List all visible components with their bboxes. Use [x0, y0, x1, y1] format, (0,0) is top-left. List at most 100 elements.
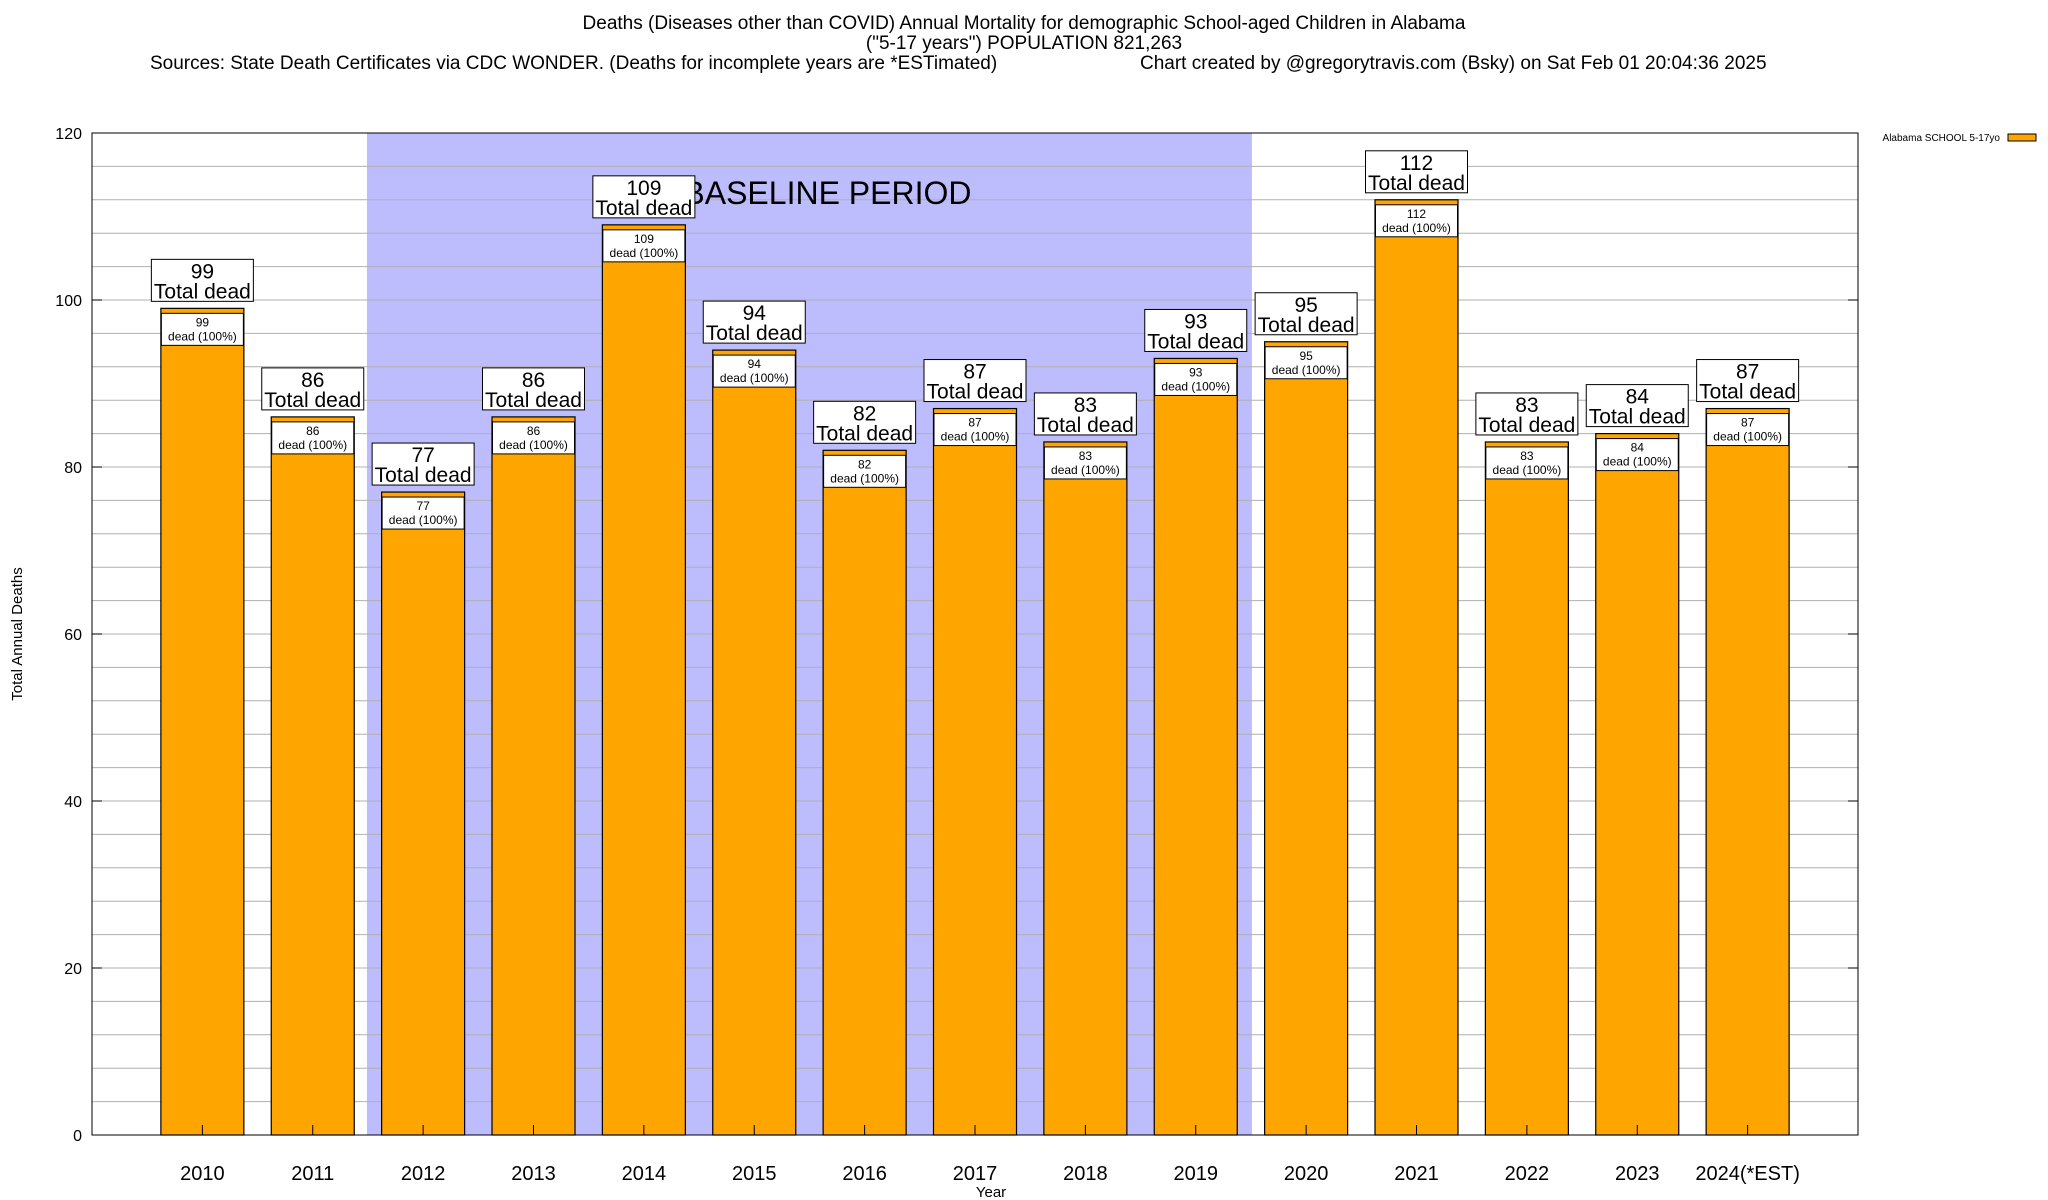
bar — [1153, 357, 1238, 1136]
bar-top-label-box — [1365, 150, 1468, 194]
bar-inner-label: dead (100%) — [1272, 363, 1341, 377]
y-tick-label: 40 — [64, 794, 82, 811]
bar-inner-label-box — [1264, 346, 1348, 380]
bar-inner-label: dead (100%) — [1713, 430, 1782, 444]
bar-top-label-box — [592, 175, 696, 219]
bar — [1374, 199, 1459, 1136]
bar-top-value: 77 — [411, 444, 434, 467]
bar-top-value: 83 — [1074, 394, 1097, 417]
bar-top-label-box — [482, 367, 585, 411]
bar-inner-value: 86 — [527, 424, 541, 438]
bar — [160, 307, 245, 1136]
bar — [491, 416, 576, 1136]
bar-top-label-box — [1254, 292, 1358, 336]
bar-inner-value: 112 — [1407, 207, 1426, 221]
bar — [1043, 441, 1128, 1136]
x-axis-label: Year — [976, 1184, 1006, 1200]
bar-inner-label-box — [823, 454, 907, 488]
bar-top-value: 86 — [522, 369, 545, 392]
bar-top-value: 83 — [1515, 394, 1538, 417]
bar — [1484, 441, 1569, 1136]
bar-inner-value: 99 — [196, 315, 210, 329]
bar-inner-value: 83 — [1520, 449, 1534, 463]
bar-inner-label: dead (100%) — [830, 471, 899, 485]
bar-inner-label: dead (100%) — [168, 329, 237, 343]
chart-title: Deaths (Diseases other than COVID) Annua… — [582, 13, 1466, 34]
x-tick-label: 2018 — [1063, 1163, 1108, 1185]
bar-top-label-box — [1475, 392, 1579, 436]
x-tick-label: 2023 — [1615, 1163, 1660, 1185]
bar-top-label: Total dead — [1258, 314, 1355, 337]
bar — [822, 449, 907, 1136]
x-tick-label: 2015 — [732, 1163, 777, 1185]
bar-inner-label: dead (100%) — [941, 430, 1010, 444]
bar-inner-label-box — [1154, 362, 1238, 396]
bar-inner-label-box — [271, 421, 355, 455]
x-tick-label: 2020 — [1284, 1163, 1329, 1185]
bar-top-label: Total dead — [1037, 414, 1134, 437]
bar-top-label-box — [261, 367, 365, 411]
bar-top-label-box — [1696, 359, 1800, 403]
bar-top-label-box — [1144, 308, 1248, 352]
bar-inner-label-box — [933, 413, 1017, 447]
x-tick-label: 2017 — [953, 1163, 998, 1185]
bar-top-label-box — [702, 300, 806, 344]
bar-inner-label-box — [1043, 446, 1127, 480]
bar-top-label-box — [923, 359, 1027, 403]
legend-label: Alabama SCHOOL 5-17yo — [1883, 133, 2001, 144]
x-tick-label: 2013 — [511, 1163, 556, 1185]
bar-inner-label-box — [712, 354, 796, 388]
bar-inner-label-box — [602, 229, 686, 263]
bar-inner-label-box — [1595, 438, 1679, 472]
bar-top-value: 99 — [191, 260, 214, 283]
bar-top-label: Total dead — [1147, 330, 1244, 353]
bar-inner-value: 87 — [1741, 416, 1755, 430]
chart-credit: Chart created by @gregorytravis.com (Bsk… — [1140, 53, 1767, 74]
bar-top-value: 87 — [963, 361, 986, 384]
y-tick-label: 0 — [73, 1128, 82, 1145]
x-tick-label: 2016 — [842, 1163, 887, 1185]
bar-top-label: Total dead — [154, 280, 251, 303]
bar-top-label: Total dead — [816, 422, 913, 445]
bar-top-value: 112 — [1400, 152, 1433, 175]
bar-inner-label: dead (100%) — [1603, 455, 1672, 469]
bar-top-label-box — [1585, 384, 1689, 428]
bar — [270, 416, 355, 1136]
y-tick-label: 80 — [64, 460, 82, 477]
bar-inner-label: dead (100%) — [720, 371, 789, 385]
bar-inner-label: dead (100%) — [1051, 463, 1120, 477]
bar-inner-value: 83 — [1079, 449, 1093, 463]
baseline-period-label: BASELINE PERIOD — [683, 175, 971, 211]
bar-top-label: Total dead — [264, 389, 361, 412]
bar — [1595, 433, 1680, 1136]
x-tick-label: 2024(*EST) — [1695, 1163, 1800, 1185]
bar-top-label: Total dead — [1478, 414, 1575, 437]
chart-sources: Sources: State Death Certificates via CD… — [150, 53, 998, 74]
bar-top-label-box — [150, 258, 254, 302]
legend-swatch — [2007, 133, 2037, 142]
bar-inner-label: dead (100%) — [1161, 379, 1230, 393]
bar-inner-label: dead (100%) — [610, 246, 679, 260]
bar-inner-label-box — [1375, 204, 1458, 238]
bar-top-label-box — [813, 400, 917, 444]
bar-inner-value: 109 — [634, 232, 654, 246]
x-tick-label: 2019 — [1174, 1163, 1219, 1185]
y-tick-label: 120 — [55, 126, 82, 143]
bar-inner-value: 87 — [968, 416, 982, 430]
bar-top-label: Total dead — [706, 322, 803, 345]
bar-top-label: Total dead — [1368, 172, 1465, 195]
bar-top-value: 82 — [853, 402, 876, 425]
x-tick-label: 2022 — [1505, 1163, 1550, 1185]
x-tick-label: 2014 — [622, 1163, 667, 1185]
x-tick-label: 2012 — [401, 1163, 446, 1185]
bar-top-label: Total dead — [1589, 406, 1686, 429]
x-tick-label: 2010 — [180, 1163, 225, 1185]
bar — [932, 407, 1018, 1136]
bar-inner-value: 77 — [416, 499, 430, 513]
bar-inner-value: 82 — [858, 457, 872, 471]
y-tick-label: 60 — [64, 627, 82, 644]
bar-inner-value: 95 — [1299, 349, 1313, 363]
bar-inner-label-box — [1706, 413, 1790, 447]
bar-inner-label: dead (100%) — [1382, 221, 1451, 235]
bar-inner-label-box — [381, 496, 465, 530]
